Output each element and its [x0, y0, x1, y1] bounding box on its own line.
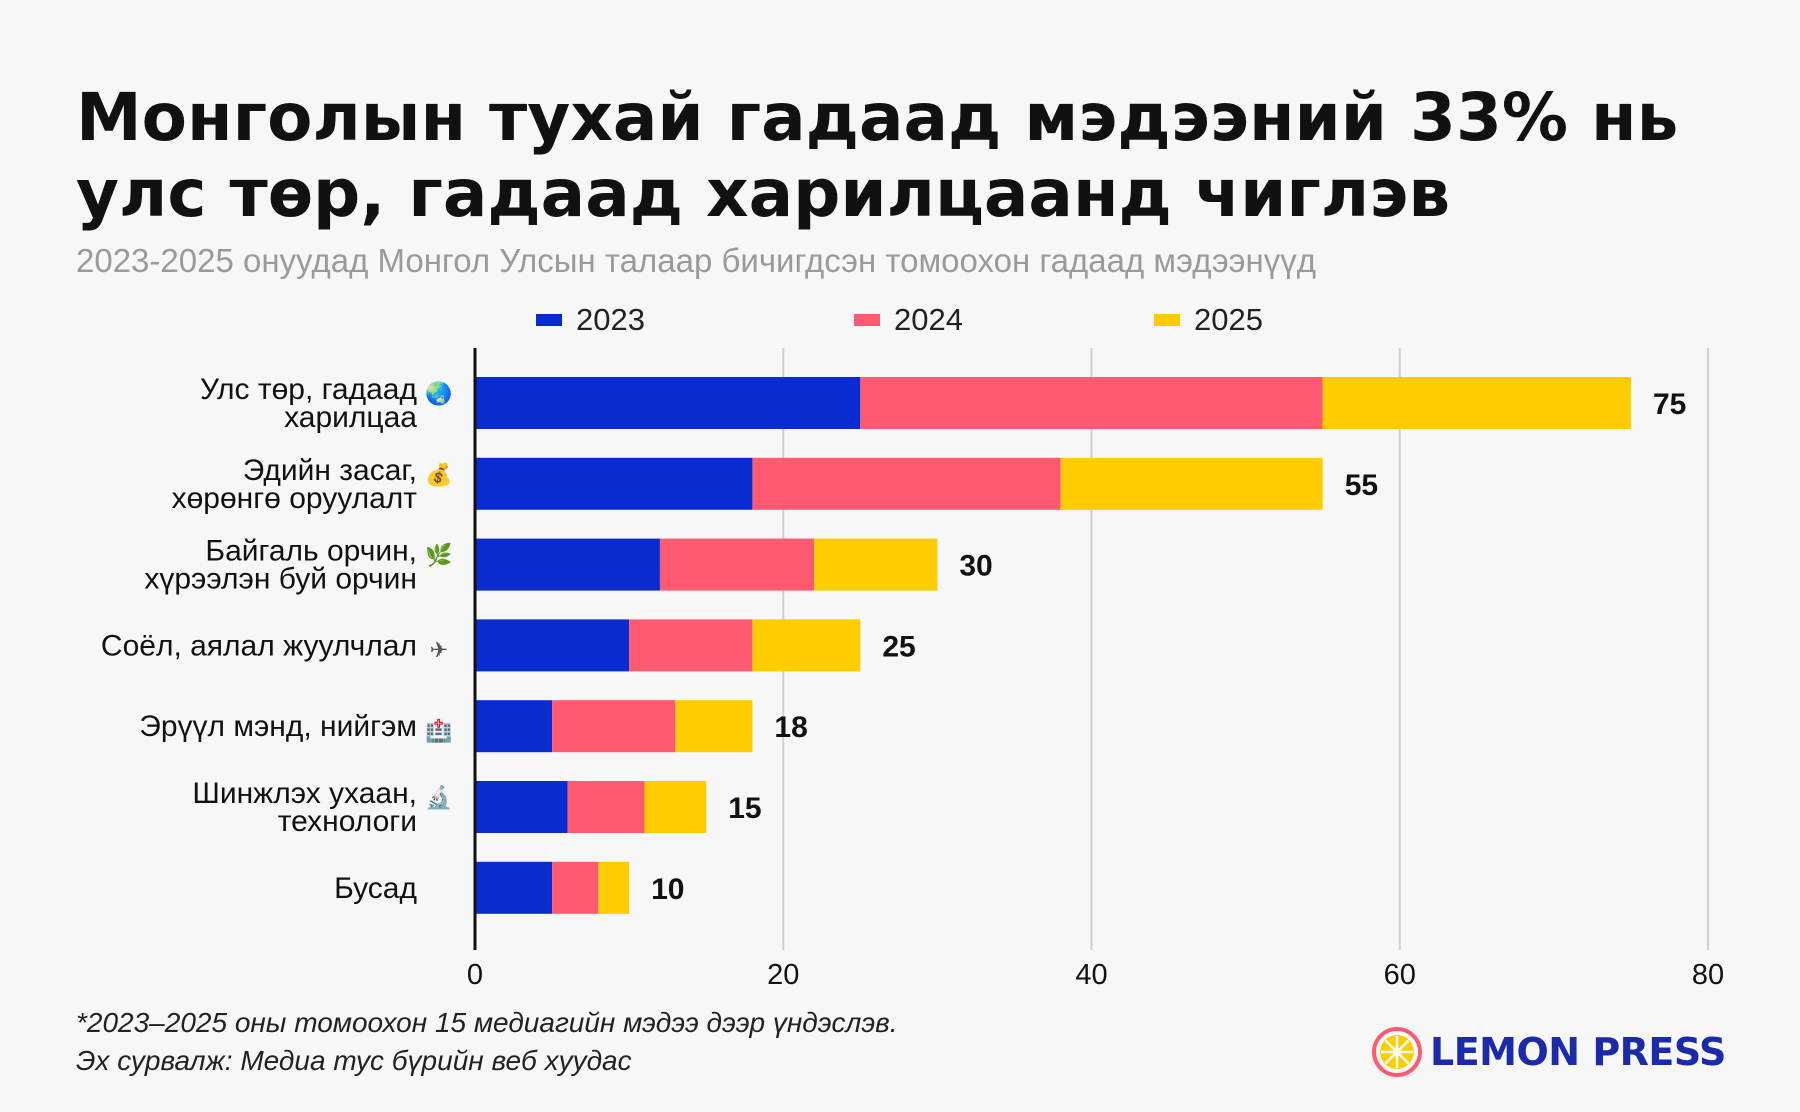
bar-2023-5 [475, 700, 553, 753]
value-label-1: 75 [1653, 388, 1686, 421]
category-label-7-line-1: Бусад [334, 872, 417, 905]
legend-label-2023: 2023 [576, 302, 645, 337]
bar-2025-6 [644, 781, 707, 833]
value-label-7: 10 [651, 873, 684, 906]
bar-2025-5 [675, 700, 753, 753]
category-label-3-line-1: Байгаль орчин, [205, 535, 417, 568]
bar-2024-6 [567, 781, 645, 833]
footnote-note: *2023–2025 оны томоохон 15 медиагийн мэд… [76, 1007, 898, 1038]
microscope-icon: 🔬 [425, 784, 452, 811]
airplane-icon: ✈ [430, 638, 448, 663]
footnote: *2023–2025 оны томоохон 15 медиагийн мэд… [76, 1004, 898, 1080]
title-line-2: улс төр, гадаад харилцаанд чиглэв [76, 155, 1451, 232]
globe-icon: 🌏 [425, 381, 452, 407]
legend-item-2023: 2023 [536, 300, 645, 340]
money-bag-icon: 💰 [425, 462, 452, 488]
bar-2024-4 [629, 619, 753, 672]
bar-2025-7 [598, 861, 630, 914]
category-label-4-line-1: Соёл, аялал жуулчлал [101, 629, 417, 662]
bar-2025-1 [1322, 377, 1631, 429]
legend-label-2024: 2024 [894, 302, 963, 337]
x-tick-label-40: 40 [1075, 959, 1107, 991]
value-label-6: 15 [728, 792, 761, 825]
bar-2023-1 [475, 377, 861, 429]
brand-logo: LEMON PRESS [1372, 1024, 1726, 1080]
legend-swatch-2023 [536, 314, 562, 326]
category-label-6-line-2: технологи [278, 805, 417, 838]
value-label-3: 30 [959, 550, 992, 583]
bar-2025-2 [1060, 457, 1323, 510]
category-label-6-line-1: Шинжлэх ухаан, [192, 777, 417, 810]
herb-icon: 🌿 [425, 543, 452, 569]
title-line-1: Монголын тухай гадаад мэдээний 33% нь [76, 79, 1679, 156]
value-label-2: 55 [1345, 469, 1378, 502]
category-label-1-line-2: харилцаа [284, 401, 417, 434]
bar-2024-5 [552, 700, 676, 753]
chart-title: Монголын тухай гадаад мэдээний 33% нь ул… [76, 80, 1756, 232]
hospital-icon: 🏥 [425, 718, 452, 744]
bar-2025-3 [814, 538, 938, 591]
bar-2025-4 [752, 619, 861, 672]
bar-2023-6 [475, 781, 568, 833]
chart-subtitle: 2023-2025 онуудад Монгол Улсын талаар би… [76, 242, 1316, 279]
brand-name: LEMON PRESS [1430, 1030, 1726, 1074]
bar-2023-2 [475, 457, 753, 510]
x-tick-label-80: 80 [1692, 959, 1724, 991]
value-label-5: 18 [774, 711, 807, 744]
x-tick-label-60: 60 [1384, 959, 1416, 991]
legend-label-2025: 2025 [1194, 302, 1263, 337]
bar-2024-2 [752, 457, 1061, 510]
lemon-icon [1372, 1027, 1422, 1077]
value-label-4: 25 [882, 630, 915, 663]
x-tick-label-0: 0 [467, 959, 483, 991]
category-label-3-line-2: хүрээлэн буй орчин [144, 563, 417, 596]
x-tick-label-20: 20 [767, 959, 799, 991]
category-label-2-line-2: хөрөнгө оруулалт [172, 482, 418, 515]
category-label-1-line-1: Улс төр, гадаад [200, 373, 417, 406]
bar-2024-3 [659, 538, 815, 591]
bar-2023-4 [475, 619, 630, 672]
category-label-5-line-1: Эрүүл мэнд, нийгэм [139, 710, 417, 743]
legend-item-2025: 2025 [1154, 300, 1263, 340]
bar-2023-7 [475, 861, 553, 914]
legend-item-2024: 2024 [854, 300, 963, 340]
legend-swatch-2024 [854, 314, 880, 326]
legend-swatch-2025 [1154, 314, 1180, 326]
chart-legend: 2023 2024 2025 [0, 300, 1800, 340]
bar-2024-1 [860, 377, 1323, 429]
category-label-2-line-1: Эдийн засаг, [243, 454, 417, 487]
footnote-source: Эх сурвалж: Медиа тус бүрийн веб хуудас [76, 1045, 632, 1076]
bar-2023-3 [475, 538, 660, 591]
bar-2024-7 [552, 861, 599, 914]
